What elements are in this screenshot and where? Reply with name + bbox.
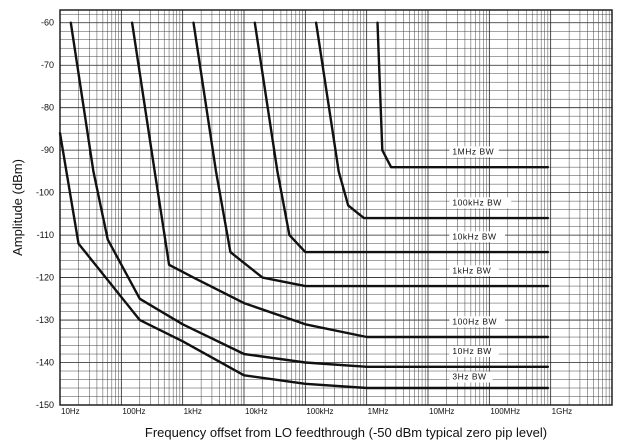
y-tick-label: -60 xyxy=(41,18,54,28)
y-tick-label: -140 xyxy=(36,358,54,368)
x-tick-label: 1GHz xyxy=(552,407,572,416)
x-tick-label: 100Hz xyxy=(122,407,145,416)
curve-100khz-bw xyxy=(314,21,550,220)
y-tick-label: -150 xyxy=(36,400,54,410)
y-tick-label: -100 xyxy=(36,188,54,198)
bandwidth-label-background xyxy=(449,316,506,328)
y-tick-label: -80 xyxy=(41,103,54,113)
x-tick-label: 10kHz xyxy=(245,407,268,416)
x-axis-ticks: 10Hz 100Hz 1kHz 10kHz 100kHz 1MHz 10MHz 100MHz 1… xyxy=(61,407,572,416)
bandwidth-label: 10Hz BW xyxy=(452,346,491,356)
bandwidth-label-background xyxy=(449,265,499,277)
curve-1mhz-bw xyxy=(376,21,550,169)
bandwidth-label: 100Hz BW xyxy=(452,316,497,326)
x-tick-label: 1kHz xyxy=(184,407,202,416)
x-tick-label: 100kHz xyxy=(306,407,333,416)
x-tick-label: 1MHz xyxy=(368,407,389,416)
y-tick-label: -90 xyxy=(41,145,54,155)
bandwidth-curves xyxy=(58,21,550,390)
bandwidth-label: 1MHz BW xyxy=(452,146,494,156)
bandwidth-label-background xyxy=(449,346,499,358)
bandwidth-label: 100kHz BW xyxy=(452,197,501,207)
y-tick-label: -120 xyxy=(36,273,54,283)
bandwidth-label-background xyxy=(449,371,493,383)
bandwidth-labels: 1MHz BW 100kHz BW 10kHz BW 1kHz BW 100Hz BW 1… xyxy=(449,146,512,383)
bandwidth-label-background xyxy=(449,231,506,243)
x-tick-label: 100MHz xyxy=(490,407,520,416)
curve-100hz-bw xyxy=(130,21,550,339)
bandwidth-label-background xyxy=(449,197,512,209)
bandwidth-label-background xyxy=(449,146,499,158)
y-tick-label: -130 xyxy=(36,315,54,325)
bandwidth-label: 10kHz BW xyxy=(452,231,496,241)
x-axis-label: Frequency offset from LO feedthrough (-5… xyxy=(145,425,547,440)
curve-10hz-bw xyxy=(69,21,550,368)
y-tick-label: -110 xyxy=(37,230,54,240)
curve-10khz-bw xyxy=(253,21,550,254)
y-axis-label: Amplitude (dBm) xyxy=(10,159,25,256)
curve-1khz-bw xyxy=(192,21,550,288)
bandwidth-label: 3Hz BW xyxy=(452,372,486,382)
y-tick-label: -70 xyxy=(41,60,54,70)
plot-frame xyxy=(59,9,613,406)
bandwidth-label: 1kHz BW xyxy=(452,265,491,275)
curve-3hz-bw xyxy=(58,131,550,390)
y-axis-ticks: -60 -70 -80 -90 -100 -110 -120 -130 -140 -150 xyxy=(36,18,54,410)
x-tick-label: 10Hz xyxy=(61,407,80,416)
x-tick-label: 10MHz xyxy=(429,407,454,416)
